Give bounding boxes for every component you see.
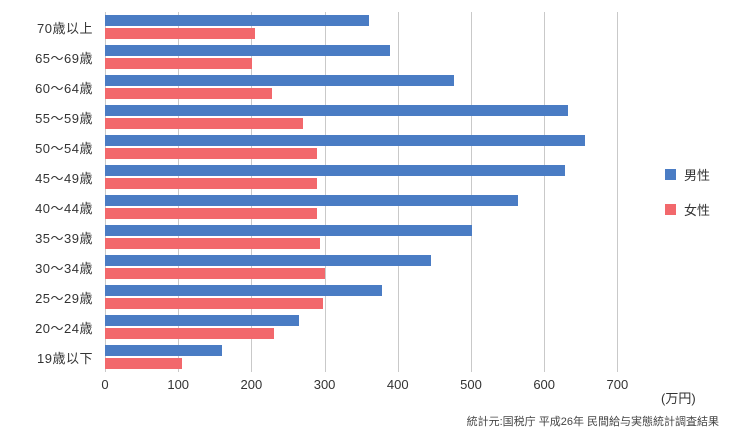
grid-line — [617, 12, 619, 372]
bar-male — [105, 135, 586, 146]
legend-item: 男性 — [665, 165, 733, 184]
bar-group — [105, 42, 643, 72]
bar-male — [105, 165, 566, 176]
grid-line — [470, 12, 472, 372]
grid-line — [251, 12, 253, 372]
y-axis-label: 20〜24歳 — [35, 320, 93, 336]
bar-group — [105, 162, 643, 192]
x-tick-label: 200 — [240, 377, 263, 392]
y-axis-label: 19歳以下 — [37, 350, 93, 366]
bar-male — [105, 225, 473, 236]
bar-rows — [105, 12, 643, 372]
bar-male — [105, 15, 369, 26]
chart-body: 70歳以上 65〜69歳 60〜64歳 55〜59歳 50〜54歳 45〜49歳 40〜44… — [0, 12, 733, 406]
bar-female — [105, 58, 253, 69]
bar-female — [105, 268, 326, 279]
legend: (万円) 男性女性 — [643, 12, 733, 406]
x-tick-label: 500 — [460, 377, 482, 392]
bar-male — [105, 285, 382, 296]
bar-group — [105, 342, 643, 372]
legend-label: 男性 — [684, 168, 711, 183]
bar-group — [105, 132, 643, 162]
bar-female — [105, 328, 275, 339]
bar-male — [105, 255, 432, 266]
x-tick-label: 400 — [386, 377, 409, 392]
bar-female — [105, 208, 318, 219]
plot-column: 0 100 200 300 400 500 600 700 — [101, 12, 643, 394]
y-axis-label: 55〜59歳 — [35, 110, 93, 126]
grid-line — [178, 12, 180, 372]
legend-item: 女性 — [665, 200, 733, 219]
y-axis-label: 40〜44歳 — [35, 200, 93, 216]
bar-female — [105, 178, 318, 189]
y-axis-label: 50〜54歳 — [35, 140, 93, 156]
grid-line — [324, 12, 326, 372]
grid-line — [105, 12, 106, 372]
bar-male — [105, 75, 455, 86]
bar-female — [105, 88, 272, 99]
bar-female — [105, 148, 318, 159]
legend-swatch — [665, 169, 676, 180]
x-tick-label: 600 — [533, 377, 556, 392]
grid-line — [544, 12, 546, 372]
bar-group — [105, 72, 643, 102]
y-axis-label: 65〜69歳 — [35, 50, 93, 66]
legend-label: 女性 — [684, 203, 711, 218]
y-axis-label: 70歳以上 — [37, 20, 93, 36]
bar-female — [105, 28, 256, 39]
x-tick-label: 100 — [167, 377, 190, 392]
y-axis-labels: 70歳以上 65〜69歳 60〜64歳 55〜59歳 50〜54歳 45〜49歳 40〜44… — [0, 12, 105, 394]
bar-group — [105, 102, 643, 132]
grid-line — [397, 12, 399, 372]
y-axis-label: 35〜39歳 — [35, 230, 93, 246]
x-axis-unit-label: (万円) — [661, 391, 696, 406]
x-axis: 0 100 200 300 400 500 600 700 — [101, 372, 643, 394]
x-tick-label: 300 — [313, 377, 336, 392]
y-axis-label: 45〜49歳 — [35, 170, 93, 186]
source-caption: 統計元:国税庁 平成26年 民間給与実態統計調査結果 — [466, 416, 719, 428]
bar-group — [105, 222, 643, 252]
bar-group — [105, 12, 643, 42]
x-tick-label: 0 — [101, 377, 109, 392]
plot-area — [105, 12, 643, 372]
y-axis-label: 30〜34歳 — [35, 260, 93, 276]
legend-swatch — [665, 204, 676, 215]
bar-male — [105, 345, 223, 356]
x-tick-label: 700 — [606, 377, 629, 392]
bar-group — [105, 282, 643, 312]
bar-male — [105, 315, 299, 326]
bar-group — [105, 252, 643, 282]
bar-female — [105, 358, 182, 369]
bar-male — [105, 195, 518, 206]
bar-group — [105, 312, 643, 342]
bar-female — [105, 118, 303, 129]
bar-group — [105, 192, 643, 222]
y-axis-label: 60〜64歳 — [35, 80, 93, 96]
bar-female — [105, 298, 324, 309]
bar-male — [105, 105, 568, 116]
bar-female — [105, 238, 321, 249]
bar-male — [105, 45, 391, 56]
y-axis-label: 25〜29歳 — [35, 290, 93, 306]
